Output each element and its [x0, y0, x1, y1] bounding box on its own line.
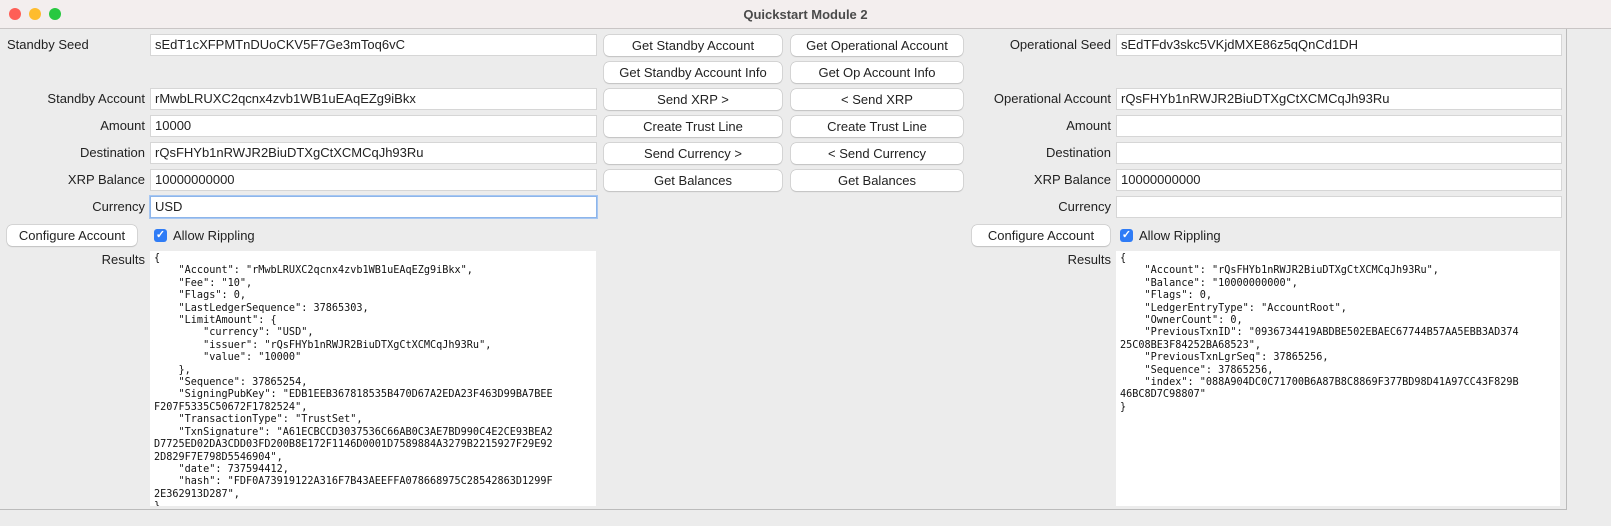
standby-configure-account-button[interactable]: Configure Account	[7, 225, 137, 246]
zoom-window-button[interactable]	[49, 8, 61, 20]
operational-amount-input[interactable]	[1116, 115, 1562, 137]
operational-xrp-balance-label: XRP Balance	[1033, 172, 1111, 187]
operational-allow-rippling-label: Allow Rippling	[1139, 228, 1221, 243]
standby-account-label: Standby Account	[47, 91, 145, 106]
get-standby-account-button[interactable]: Get Standby Account	[604, 35, 782, 56]
operational-results-label: Results	[1067, 252, 1111, 267]
standby-results-textarea[interactable]: { "Account": "rMwbLRUXC2qcnx4zvb1WB1uEAq…	[150, 251, 596, 506]
get-operational-account-button[interactable]: Get Operational Account	[791, 35, 963, 56]
get-op-account-info-button[interactable]: Get Op Account Info	[791, 62, 963, 83]
operational-seed-input[interactable]: sEdTFdv3skc5VKjdMXE86z5qQnCd1DH	[1116, 34, 1562, 56]
standby-xrp-balance-label: XRP Balance	[67, 172, 145, 187]
standby-currency-label: Currency	[92, 199, 145, 214]
operational-account-input[interactable]: rQsFHYb1nRWJR2BiuDTXgCtXCMCqJh93Ru	[1116, 88, 1562, 110]
standby-amount-label: Amount	[100, 118, 145, 133]
send-currency-to-standby-button[interactable]: < Send Currency	[791, 143, 963, 164]
operational-configure-account-button[interactable]: Configure Account	[972, 225, 1110, 246]
minimize-window-button[interactable]	[29, 8, 41, 20]
standby-allow-rippling-label: Allow Rippling	[173, 228, 255, 243]
standby-results-label: Results	[101, 252, 145, 267]
send-currency-to-operational-button[interactable]: Send Currency >	[604, 143, 782, 164]
standby-xrp-balance-input[interactable]: 10000000000	[150, 169, 597, 191]
operational-xrp-balance-input[interactable]: 10000000000	[1116, 169, 1562, 191]
standby-account-input[interactable]: rMwbLRUXC2qcnx4zvb1WB1uEAqEZg9iBkx	[150, 88, 597, 110]
standby-get-balances-button[interactable]: Get Balances	[604, 170, 782, 191]
send-xrp-to-standby-button[interactable]: < Send XRP	[791, 89, 963, 110]
window-title: Quickstart Module 2	[743, 7, 868, 22]
standby-seed-input[interactable]: sEdT1cXFPMTnDUoCKV5F7Ge3mToq6vC	[150, 34, 597, 56]
operational-destination-label: Destination	[1045, 145, 1111, 160]
title-bar: Quickstart Module 2	[0, 0, 1611, 29]
close-window-button[interactable]	[9, 8, 21, 20]
standby-currency-input[interactable]: USD	[150, 196, 597, 218]
operational-account-label: Operational Account	[993, 91, 1111, 106]
operational-destination-input[interactable]	[1116, 142, 1562, 164]
op-create-trust-line-button[interactable]: Create Trust Line	[791, 116, 963, 137]
standby-destination-label: Destination	[79, 145, 145, 160]
operational-amount-label: Amount	[1066, 118, 1111, 133]
standby-allow-rippling-checkbox[interactable]: ✓	[154, 229, 167, 242]
operational-allow-rippling-checkbox[interactable]: ✓	[1120, 229, 1133, 242]
send-xrp-to-operational-button[interactable]: Send XRP >	[604, 89, 782, 110]
standby-seed-label: Standby Seed	[7, 37, 89, 52]
operational-currency-input[interactable]	[1116, 196, 1562, 218]
standby-create-trust-line-button[interactable]: Create Trust Line	[604, 116, 782, 137]
operational-results-textarea[interactable]: { "Account": "rQsFHYb1nRWJR2BiuDTXgCtXCM…	[1116, 251, 1560, 506]
operational-seed-label: Operational Seed	[1009, 37, 1111, 52]
get-standby-account-info-button[interactable]: Get Standby Account Info	[604, 62, 782, 83]
operational-currency-label: Currency	[1058, 199, 1111, 214]
op-get-balances-button[interactable]: Get Balances	[791, 170, 963, 191]
standby-amount-input[interactable]: 10000	[150, 115, 597, 137]
standby-destination-input[interactable]: rQsFHYb1nRWJR2BiuDTXgCtXCMCqJh93Ru	[150, 142, 597, 164]
